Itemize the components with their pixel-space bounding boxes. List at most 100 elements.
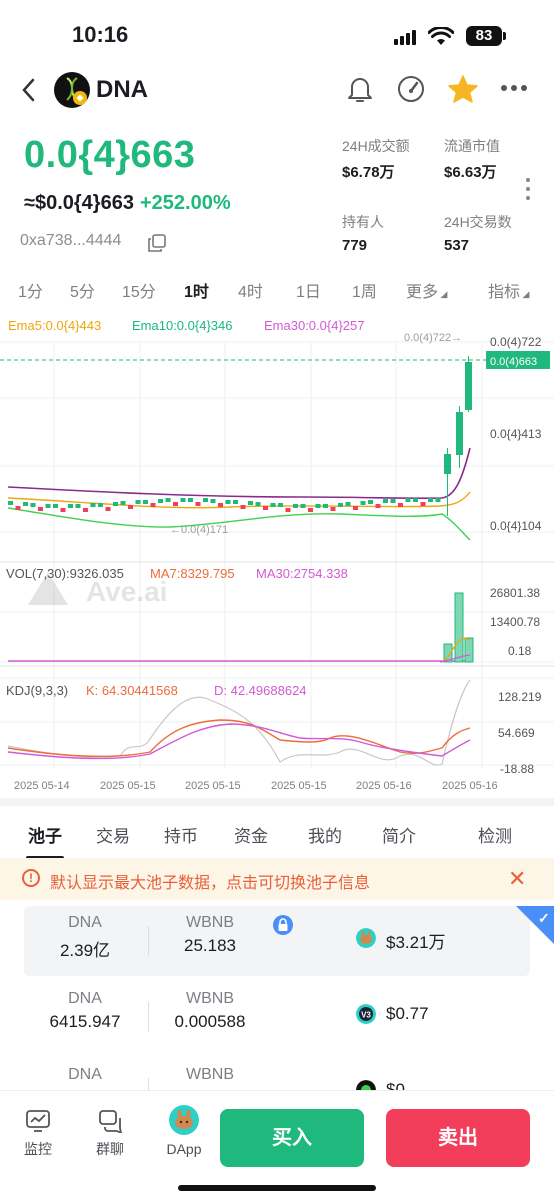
candle [45,504,51,508]
stat-24h-trades: 24H交易数 537 [444,212,512,254]
group-chat-button[interactable]: 群聊 [80,1109,140,1159]
dapp-label: DApp [166,1141,202,1157]
timeframe-1w[interactable]: 1周 [352,284,377,301]
timeframe-15m[interactable]: 15分 [122,284,156,301]
candle [330,507,336,511]
monitor-button[interactable]: 监控 [8,1109,68,1159]
x-axis-label: 2025 05-15 [185,780,241,792]
timeframe-5m[interactable]: 5分 [70,284,95,301]
vol-axis-high: 26801.38 [490,586,540,600]
vol-ma30-legend: MA30:2754.338 [256,566,348,581]
candle [203,498,208,502]
candle [75,504,81,508]
ema30-line [7,447,471,500]
candle [143,500,148,504]
tab-holders[interactable]: 持币 [164,827,198,846]
pancakeswap-icon [169,1105,199,1135]
notice-text: 默认显示最大池子数据，点击可切换池子信息 [50,875,371,892]
candle [180,498,186,502]
candle [83,508,88,512]
pool-row[interactable]: DNA 2.39亿 WBNB 25.183 $3.21万 ✓ [24,906,554,976]
candle [158,499,163,503]
candle [263,506,268,510]
candle [30,503,36,507]
candle [360,501,366,505]
more-label: 更多 [406,284,439,301]
kdj-k-line [7,719,471,758]
sell-button[interactable]: 卖出 [386,1109,530,1167]
timeframe-4h[interactable]: 4时 [238,284,263,301]
vol-ma30-line [439,654,471,663]
pool-token1-amount: 6415.947 [49,1012,121,1031]
x-axis-label: 2025 05-16 [442,780,498,792]
kdj-axis-high: 128.219 [498,690,542,704]
timeframe-1m[interactable]: 1分 [18,284,43,301]
tab-audit[interactable]: 检测 [478,827,512,846]
ema10-legend: Ema10:0.0{4}346 [132,318,233,333]
more-icon[interactable] [500,84,528,92]
close-icon[interactable]: ✕ [508,866,527,891]
min-price-marker: ←0.0(4)171 [170,524,228,536]
battery-tip [503,32,506,40]
monitor-icon [26,1110,50,1132]
back-icon[interactable] [18,76,40,104]
vol-legend: VOL(7,30):9326.035 [6,566,124,581]
pancakeswap-v3-icon: V3 [356,1004,376,1024]
candle [285,508,291,512]
pool-token1: DNA [24,1066,146,1088]
vol-axis-mid: 13400.78 [490,615,540,629]
price-chart[interactable]: Ave.ai ←0.0(4)171 0.0(4)722→ 0.0(4)663 0… [0,300,554,798]
stat-label: 流通市值 [444,138,500,154]
x-axis-label: 2025 05-15 [271,780,327,792]
timeframe-1d[interactable]: 1日 [296,284,321,301]
candle [225,500,231,504]
candle [435,498,441,502]
pool-notice[interactable]: ! 默认显示最大池子数据，点击可切换池子信息 ✕ [0,858,554,900]
timeframe-1h[interactable]: 1时 [184,284,209,301]
selected-corner [516,906,554,944]
price-axis-mid: 0.0{4}413 [490,427,542,441]
dapp-button[interactable]: DApp [154,1105,214,1157]
stat-value: 779 [342,237,368,254]
candle [195,502,201,506]
price-change: +252.00% [139,192,231,214]
ema5-line [7,507,471,541]
tab-mine[interactable]: 我的 [308,827,342,846]
x-axis-label: 2025 05-16 [356,780,412,792]
copy-icon[interactable] [148,234,166,252]
pool-divider [148,926,149,956]
candle [323,504,328,508]
tab-funds[interactable]: 资金 [234,827,268,846]
pool-token2-amount: 0.000588 [174,1012,246,1031]
candle [105,507,111,511]
stat-label: 持有人 [342,214,384,230]
bell-icon[interactable] [346,74,374,104]
tab-pools[interactable]: 池子 [28,827,62,846]
svg-text:V3: V3 [361,1011,371,1020]
candle [135,500,141,504]
speedometer-icon[interactable] [396,74,426,104]
battery-indicator: 83 [466,26,502,46]
timeframe-more[interactable]: 更多 ◢ [406,284,448,301]
star-icon[interactable] [447,74,479,104]
indicators-button[interactable]: 指标 ◢ [488,284,530,301]
volume-bar [464,637,474,663]
candle [38,507,43,511]
candle [248,501,253,505]
candle [383,499,388,503]
stat-value: $6.63万 [444,164,497,181]
candle [173,502,178,506]
pool-row[interactable]: DNA 6415.947 WBNB 0.000588 V3 $0.77 [24,982,530,1052]
monitor-label: 监控 [24,1141,52,1157]
tab-trades[interactable]: 交易 [96,827,130,846]
stat-label: 24H成交额 [342,138,410,154]
tab-intro[interactable]: 简介 [382,827,416,846]
group-chat-label: 群聊 [96,1141,124,1157]
more-vertical-icon[interactable] [526,178,530,205]
candle [255,502,261,506]
ema30-legend: Ema30:0.0{4}257 [264,318,365,333]
token-logo [54,72,90,108]
candle [375,504,381,508]
buy-button[interactable]: 买入 [220,1109,364,1167]
signal-icon [394,30,416,45]
